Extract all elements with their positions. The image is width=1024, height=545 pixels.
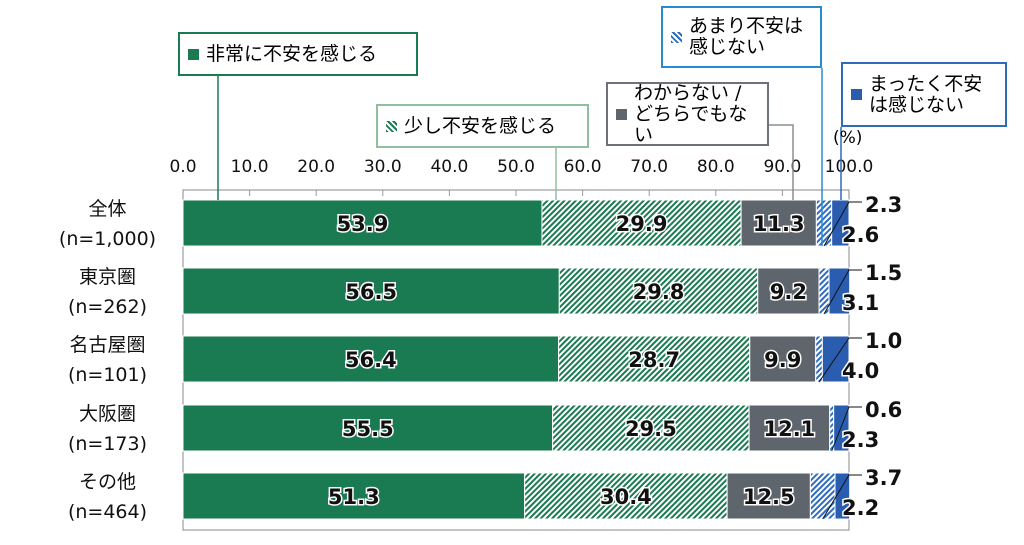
bar-segment <box>834 472 851 520</box>
data-label: 3.1 <box>842 291 879 315</box>
label-leader <box>822 474 862 520</box>
data-label: 29.5 <box>625 417 677 441</box>
category-name: 大阪圏 <box>78 403 136 425</box>
data-label: 12.1 <box>763 417 815 441</box>
legend-leader <box>769 124 794 200</box>
category-name: 名古屋圏 <box>69 334 146 356</box>
category-label: 名古屋圏 (n=101) <box>20 330 195 390</box>
data-label: 29.9 <box>616 212 668 236</box>
legend-label: わからない / どちらでもない <box>634 81 748 146</box>
bar-segment <box>182 199 543 247</box>
bar-segment <box>740 199 817 247</box>
bar-segment <box>558 267 759 315</box>
bar-segment <box>182 335 560 383</box>
bar-segment <box>182 267 560 315</box>
data-label: 29.8 <box>633 280 685 304</box>
data-label: 3.7 <box>865 466 902 490</box>
x-tick-label: 30.0 <box>364 157 402 177</box>
category-label: 全体 (n=1,000) <box>20 194 195 254</box>
data-label: 9.2 <box>770 280 807 304</box>
data-label: 1.5 <box>865 261 902 285</box>
data-label: 11.3 <box>753 212 805 236</box>
data-label: 0.6 <box>865 398 902 422</box>
legend-label: 非常に不安を感じる <box>206 42 378 65</box>
x-tick-label: 60.0 <box>564 157 602 177</box>
bar-segment <box>182 472 526 520</box>
legend-label: まったく不安は感じない <box>869 72 983 116</box>
data-label: 9.9 <box>764 348 801 372</box>
category-name: 東京圏 <box>78 266 136 288</box>
data-label: 2.3 <box>842 428 879 452</box>
category-n: (n=173) <box>67 433 148 455</box>
legend-swatch <box>386 120 397 132</box>
bar-segment <box>809 472 836 520</box>
category-n: (n=262) <box>67 296 148 318</box>
bar-segment <box>749 335 817 383</box>
legend-swatch <box>671 31 682 43</box>
category-n: (n=1,000) <box>58 228 157 250</box>
x-tick-label: 10.0 <box>231 157 269 177</box>
data-label: 2.3 <box>865 193 902 217</box>
category-label: 東京圏 (n=262) <box>20 262 195 322</box>
data-label: 56.4 <box>345 348 397 372</box>
data-label: 51.3 <box>328 485 380 509</box>
data-label: 53.9 <box>337 212 389 236</box>
x-tick-label: 0.0 <box>169 157 196 177</box>
label-leader <box>818 337 862 383</box>
data-label: 30.4 <box>600 485 652 509</box>
bar-segment <box>757 267 820 315</box>
legend-swatch <box>188 48 199 60</box>
x-tick-label: 90.0 <box>763 157 801 177</box>
x-tick-label: 80.0 <box>697 157 735 177</box>
bar-segment <box>829 404 835 452</box>
category-label: 大阪圏 (n=173) <box>20 399 195 459</box>
data-label: 28.7 <box>628 348 680 372</box>
bar-segment <box>182 404 554 452</box>
category-name: その他 <box>78 471 136 493</box>
bar-segment <box>815 199 833 247</box>
data-label: 56.5 <box>345 280 397 304</box>
label-leader <box>823 269 862 315</box>
legend-not-very-anxious: あまり不安は感じない <box>661 6 822 68</box>
x-tick-label: 40.0 <box>430 157 468 177</box>
legend-label: あまり不安は感じない <box>689 15 804 58</box>
category-n: (n=101) <box>67 364 148 386</box>
data-label: 55.5 <box>342 417 394 441</box>
bar-segment <box>726 472 811 520</box>
label-leader <box>831 406 862 452</box>
legend-swatch <box>851 89 862 100</box>
legend-not-anxious-at-all: まったく不安は感じない <box>841 62 1007 127</box>
data-label: 2.6 <box>842 223 879 247</box>
legend-very-anxious: 非常に不安を感じる <box>178 32 418 76</box>
legend-swatch <box>616 108 627 120</box>
x-tick-label: 70.0 <box>630 157 668 177</box>
x-tick-label: 20.0 <box>297 157 335 177</box>
bar-segment <box>541 199 742 247</box>
data-label: 1.0 <box>865 329 902 353</box>
data-label: 4.0 <box>842 359 879 383</box>
legend-unsure: わからない / どちらでもない <box>606 82 769 146</box>
category-label: その他 (n=464) <box>20 467 195 527</box>
legend-label: 少し不安を感じる <box>404 114 557 137</box>
category-name: 全体 <box>88 198 127 220</box>
category-n: (n=464) <box>67 501 148 523</box>
data-label: 2.2 <box>842 496 879 520</box>
x-tick-label: 50.0 <box>497 157 535 177</box>
bar-segment <box>828 267 851 315</box>
x-tick-label: 100.0 <box>825 157 874 177</box>
unit-label: (%) <box>833 128 863 148</box>
label-leader <box>823 201 862 247</box>
bar-segment <box>748 404 831 452</box>
bar-segment <box>558 335 751 383</box>
data-label: 12.5 <box>743 485 795 509</box>
bar-segment <box>815 335 823 383</box>
legend-somewhat-anxious: 少し不安を感じる <box>376 104 589 148</box>
bar-segment <box>552 404 750 452</box>
